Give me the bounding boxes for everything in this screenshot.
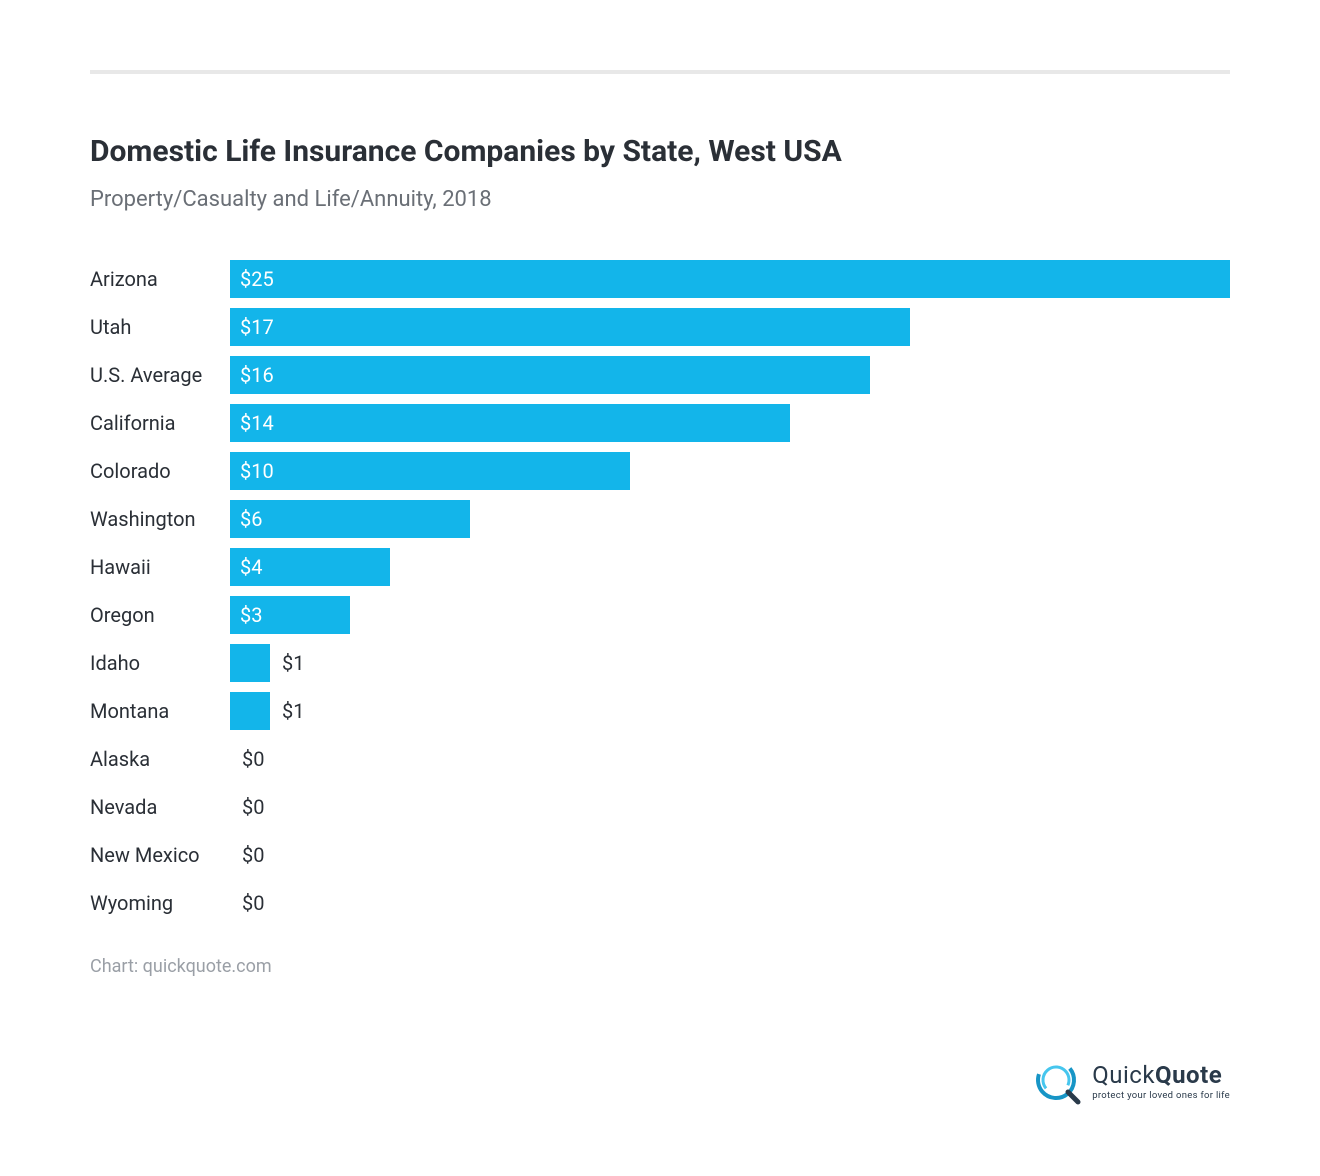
bar-row: U.S. Average $16	[90, 356, 1230, 394]
bar-value: $14	[240, 411, 274, 435]
bar-label: Wyoming	[90, 891, 230, 915]
bar-label: Arizona	[90, 267, 230, 291]
bar-value: $0	[242, 843, 264, 867]
bar: $14	[230, 404, 790, 442]
bar	[230, 644, 270, 682]
bar-value: $3	[240, 603, 262, 627]
bar-row: Colorado $10	[90, 452, 1230, 490]
bar-row: Oregon $3	[90, 596, 1230, 634]
bar-label: Colorado	[90, 459, 230, 483]
bar-value: $17	[240, 315, 274, 339]
chart-title: Domestic Life Insurance Companies by Sta…	[90, 134, 1230, 169]
bar-track: $17	[230, 308, 1230, 346]
bar-value: $0	[242, 891, 264, 915]
bar-row: Montana $1	[90, 692, 1230, 730]
bar-value: $4	[240, 555, 262, 579]
brand-logo: QuickQuote protect your loved ones for l…	[1034, 1058, 1230, 1106]
bar-track: $0	[230, 788, 1230, 826]
bar-row: Hawaii $4	[90, 548, 1230, 586]
bar-value: $0	[242, 747, 264, 771]
bar-label: Idaho	[90, 651, 230, 675]
bar-value: $6	[240, 507, 262, 531]
bar-label: Oregon	[90, 603, 230, 627]
bar-track: $0	[230, 884, 1230, 922]
brand-name-light: Quick	[1092, 1061, 1155, 1089]
bar-track: $10	[230, 452, 1230, 490]
bar-track: $4	[230, 548, 1230, 586]
bar: $16	[230, 356, 870, 394]
bar-label: Nevada	[90, 795, 230, 819]
bar-value: $25	[240, 267, 274, 291]
bar	[230, 692, 270, 730]
magnifier-icon	[1034, 1058, 1082, 1106]
bar-value: $1	[282, 699, 304, 723]
bar: $3	[230, 596, 350, 634]
brand-tagline: protect your loved ones for life	[1092, 1090, 1230, 1101]
bar-row: Idaho $1	[90, 644, 1230, 682]
bar-track: $1	[230, 644, 1230, 682]
bar-row: Nevada $0	[90, 788, 1230, 826]
bar-track: $0	[230, 740, 1230, 778]
bar: $17	[230, 308, 910, 346]
bar-value: $0	[242, 795, 264, 819]
bar-row: California $14	[90, 404, 1230, 442]
bar-track: $3	[230, 596, 1230, 634]
chart-container: Domestic Life Insurance Companies by Sta…	[0, 0, 1320, 1017]
bar-track: $6	[230, 500, 1230, 538]
bar-row: New Mexico $0	[90, 836, 1230, 874]
bar: $6	[230, 500, 470, 538]
brand-text: QuickQuote protect your loved ones for l…	[1092, 1063, 1230, 1101]
chart-source: Chart: quickquote.com	[90, 956, 1230, 977]
bar-track: $16	[230, 356, 1230, 394]
brand-name: QuickQuote	[1092, 1063, 1230, 1087]
bar-label: Alaska	[90, 747, 230, 771]
brand-name-bold: Quote	[1155, 1061, 1222, 1089]
bar-label: Utah	[90, 315, 230, 339]
bar: $10	[230, 452, 630, 490]
bar-row: Wyoming $0	[90, 884, 1230, 922]
top-divider	[90, 70, 1230, 74]
bar-label: New Mexico	[90, 843, 230, 867]
bar: $4	[230, 548, 390, 586]
chart-subtitle: Property/Casualty and Life/Annuity, 2018	[90, 187, 1230, 212]
bar-label: Hawaii	[90, 555, 230, 579]
bar-label: California	[90, 411, 230, 435]
bar-row: Utah $17	[90, 308, 1230, 346]
bar-track: $0	[230, 836, 1230, 874]
bar-row: Alaska $0	[90, 740, 1230, 778]
bar-track: $25	[230, 260, 1230, 298]
bar-label: Montana	[90, 699, 230, 723]
chart-area: Arizona $25 Utah $17 U.S. Average $16 Californ…	[90, 260, 1230, 922]
bar-row: Arizona $25	[90, 260, 1230, 298]
bar-row: Washington $6	[90, 500, 1230, 538]
bar-track: $1	[230, 692, 1230, 730]
bar-value: $16	[240, 363, 274, 387]
bar: $25	[230, 260, 1230, 298]
bar-value: $10	[240, 459, 274, 483]
bar-track: $14	[230, 404, 1230, 442]
bar-label: Washington	[90, 507, 230, 531]
bar-label: U.S. Average	[90, 363, 230, 387]
bar-value: $1	[282, 651, 304, 675]
